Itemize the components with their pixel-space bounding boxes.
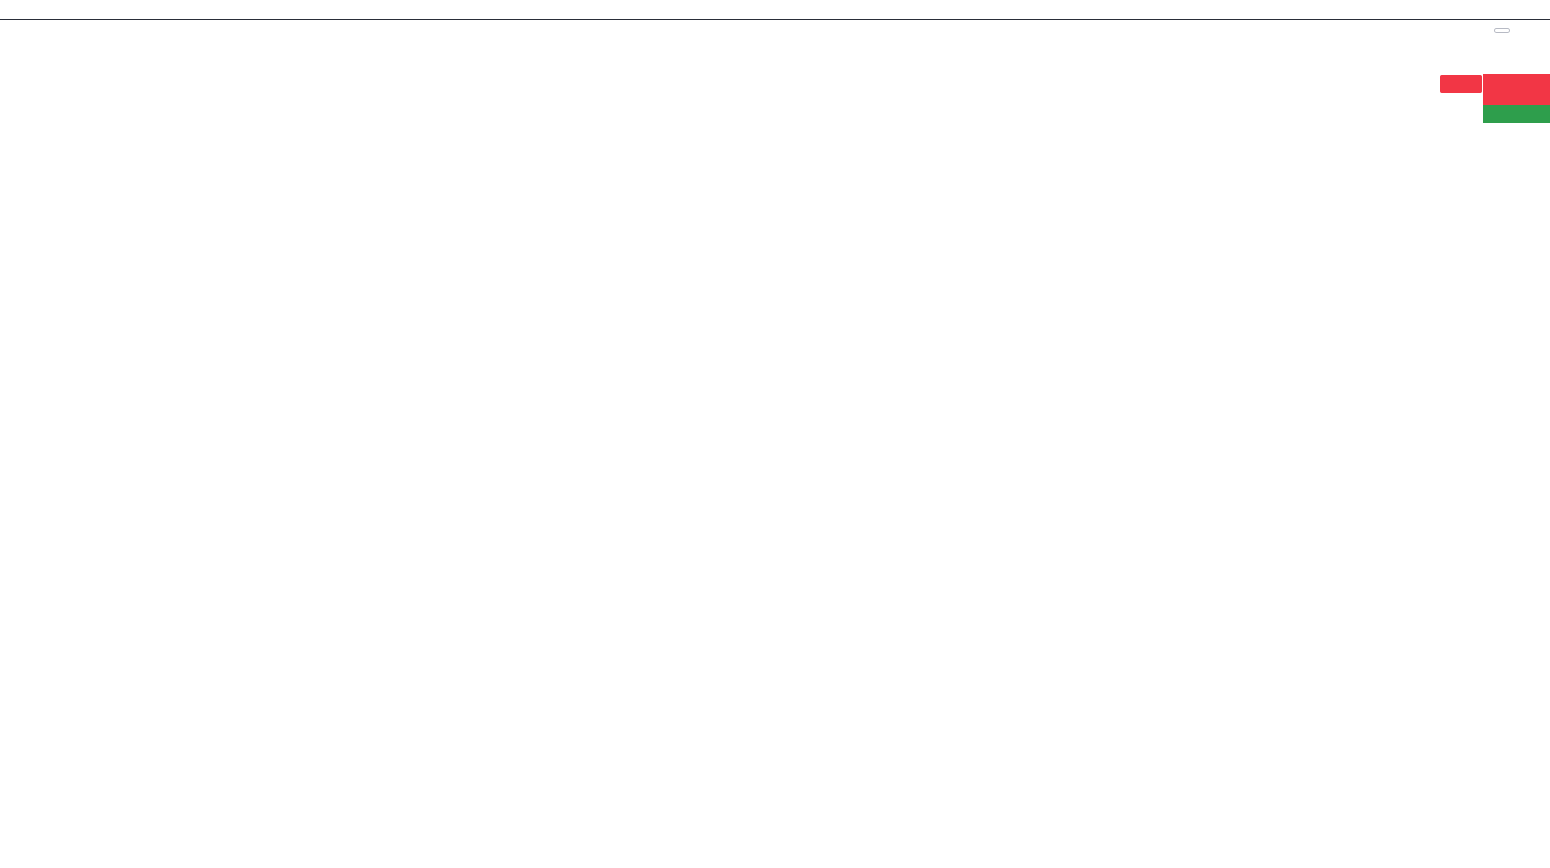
symbol-info-bar [0,0,1550,20]
symbol-price-flag [1440,75,1482,93]
currency-badge[interactable] [1494,28,1510,33]
last-price-axis-label [1483,74,1550,105]
hline-axis-label[interactable] [1483,105,1550,123]
